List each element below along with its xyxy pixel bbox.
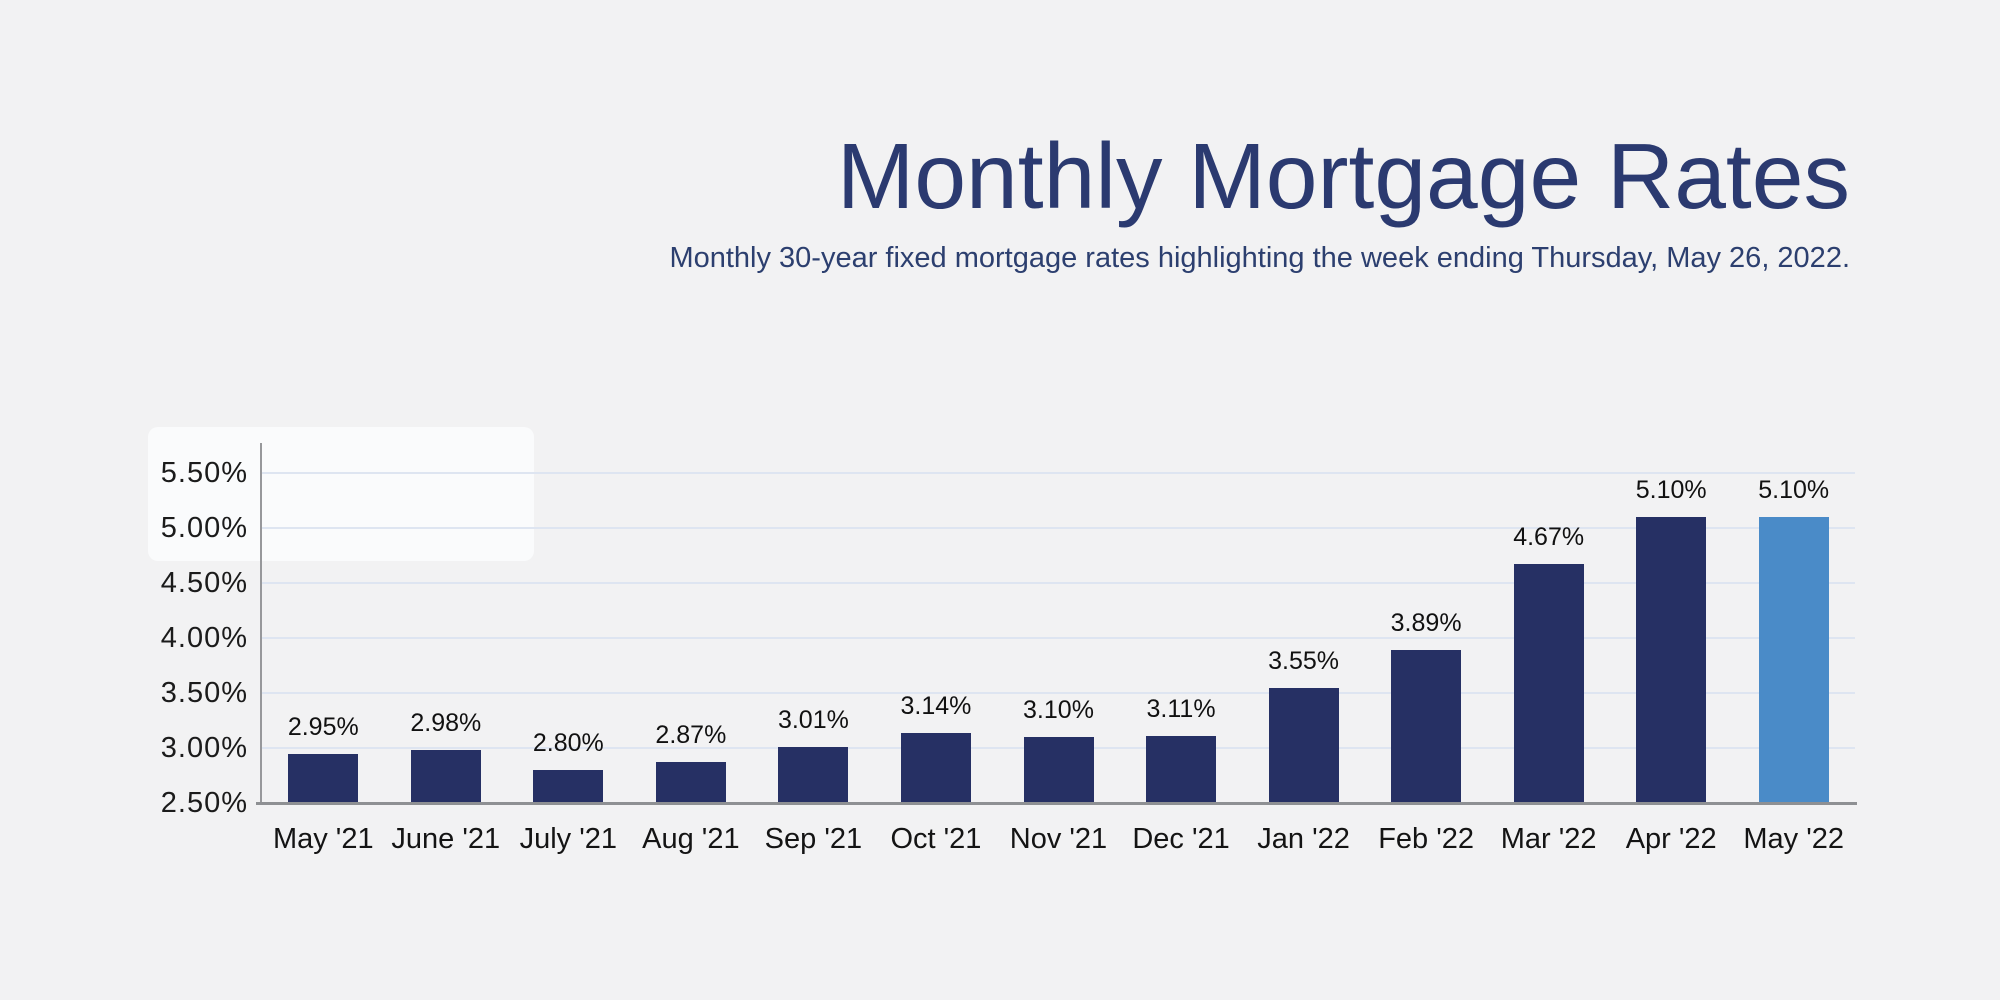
x-axis-tick-label: Feb '22	[1378, 823, 1475, 855]
bar-value-label: 3.10%	[1023, 696, 1094, 724]
x-axis-tick-label: Mar '22	[1500, 823, 1597, 855]
x-axis-tick-label: Oct '21	[890, 823, 982, 855]
bar-value-label: 3.89%	[1390, 609, 1462, 638]
bar-sep-21	[778, 746, 849, 803]
bar-july-21	[533, 770, 604, 803]
bar-value-label: 3.11%	[1146, 694, 1216, 723]
bar-may-21	[288, 753, 359, 803]
y-axis-tick-label: 3.00%	[160, 732, 248, 764]
bar-apr-22	[1636, 517, 1707, 803]
y-axis-tick-label: 4.50%	[160, 567, 248, 599]
bar-jan-22	[1268, 687, 1339, 803]
bar-nov-21	[1023, 737, 1094, 803]
x-axis-tick-label: July '21	[519, 823, 618, 855]
bar-value-label: 2.87%	[655, 721, 727, 750]
bar-aug-21	[655, 762, 726, 803]
x-axis-tick-label: June '21	[391, 823, 501, 855]
plot-area: 2.50% 3.00% 3.50% 4.00% 4.50% 5.00% 5.50% 2.95…	[161, 443, 1857, 855]
gridline	[262, 472, 1855, 474]
y-axis-tick-label: 3.50%	[160, 677, 248, 709]
bar-oct-21	[900, 732, 971, 803]
bar-value-label: 3.55%	[1268, 646, 1339, 675]
chart-header: Monthly Mortgage Rates Monthly 30-year f…	[669, 124, 1850, 275]
x-axis-tick-label: Nov '21	[1009, 823, 1108, 855]
gridline	[262, 692, 1855, 694]
bar-mar-22	[1513, 564, 1584, 803]
page-subtitle: Monthly 30-year fixed mortgage rates hig…	[669, 241, 1850, 274]
bar-value-label: 3.01%	[777, 705, 849, 734]
gridline	[262, 582, 1855, 584]
page-title: Monthly Mortgage Rates	[836, 124, 1850, 228]
x-axis-tick-label: May '21	[272, 823, 374, 855]
y-axis-tick-label: 5.50%	[160, 457, 248, 489]
bar-value-label: 5.10%	[1758, 476, 1830, 504]
y-axis-tick-label: 4.00%	[160, 622, 248, 654]
x-axis-tick-label: Jan '22	[1257, 823, 1350, 855]
x-axis-tick-label: Aug '21	[642, 823, 740, 855]
x-axis-tick-label: Dec '21	[1132, 823, 1230, 855]
bar-feb-22	[1391, 650, 1462, 803]
y-axis-tick-label: 2.50%	[160, 787, 248, 819]
x-axis-tick-label: May '22	[1743, 823, 1845, 855]
bar-value-label: 3.14%	[900, 691, 972, 720]
bar-value-label: 2.98%	[410, 709, 482, 738]
bar-value-label: 2.95%	[287, 712, 359, 741]
bar-value-label: 4.67%	[1513, 523, 1585, 552]
y-axis-line	[260, 443, 262, 805]
x-axis-tick-label: Apr '22	[1625, 823, 1717, 855]
bar-value-label: 2.80%	[532, 729, 604, 757]
x-axis-line	[256, 802, 1857, 805]
gridline	[262, 637, 1855, 639]
background-highlight-panel	[148, 427, 534, 561]
bar-may-22	[1758, 517, 1829, 803]
bar-dec-21	[1146, 735, 1217, 803]
bar-june-21	[410, 750, 481, 803]
bar-value-label: 5.10%	[1635, 476, 1707, 504]
gridline	[262, 527, 1855, 529]
y-axis-tick-label: 5.00%	[160, 512, 248, 544]
x-axis-tick-label: Sep '21	[764, 823, 863, 855]
